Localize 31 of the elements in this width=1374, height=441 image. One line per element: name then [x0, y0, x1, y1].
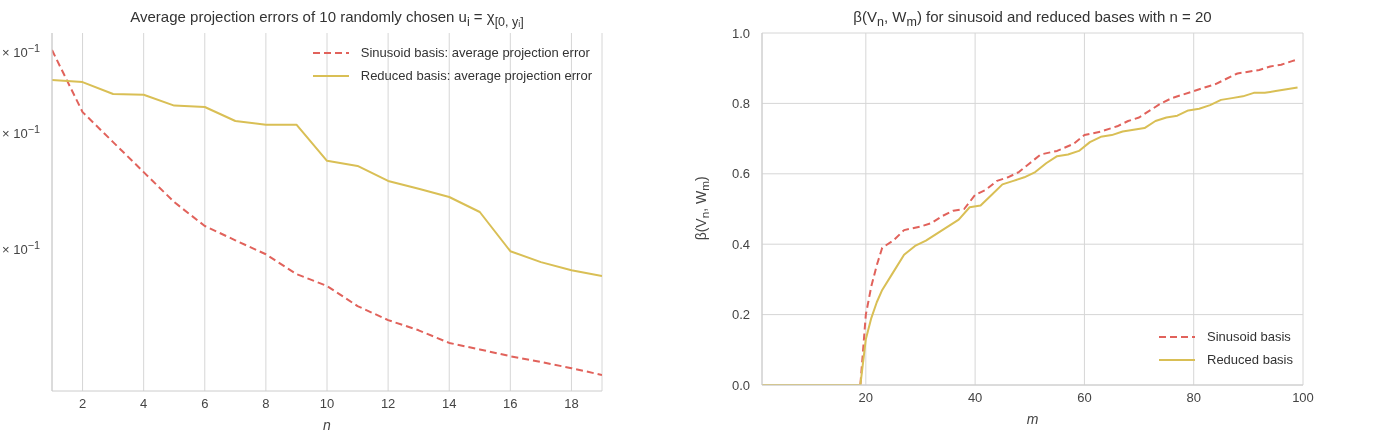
y-tick-label: 0.0	[731, 377, 750, 393]
y-tick-label: 0.6	[731, 166, 750, 182]
text: × 10$^{−1}$	[2, 239, 41, 258]
x-tick-label: 10	[319, 396, 335, 412]
x-tick-label: 16	[503, 396, 518, 412]
x-tick-label: 80	[1186, 390, 1201, 406]
y-tick-label: 0.8	[731, 95, 750, 111]
x-axis-title: m	[1025, 411, 1040, 427]
y-tick-label: 1.0	[731, 25, 750, 41]
y-tick-label: 0.4	[731, 236, 750, 252]
x-tick-label: 6	[201, 396, 209, 412]
text: × 10$^{−1}$	[2, 123, 41, 142]
x-tick-label: 40	[967, 390, 983, 406]
x-tick-label: 14	[441, 396, 457, 412]
legend-label: Sinusoid basis	[1207, 328, 1291, 346]
x-axis-title: n	[322, 417, 332, 433]
x-tick-label: 60	[1077, 390, 1092, 406]
x-tick-label: 12	[380, 396, 396, 412]
x-tick-label: 4	[140, 396, 148, 412]
x-tick-label: 2	[78, 396, 87, 412]
legend-label: Reduced basis: average projection error	[360, 67, 592, 85]
x-tick-label: 20	[858, 390, 874, 406]
legend-label: Sinusoid basis: average projection error	[360, 44, 590, 62]
y-tick-label: 0.2	[731, 307, 750, 323]
x-tick-label: 18	[564, 396, 579, 412]
x-tick-label: 8	[262, 396, 270, 412]
x-tick-label: 100	[1292, 390, 1314, 406]
chart-title: Average projection errors of 10 randomly chosen u$_{i}$ = χ$_{[0, yᵢ]}$	[129, 8, 525, 29]
legend-label: Reduced basis	[1207, 351, 1293, 369]
text: × 10$^{−1}$	[2, 42, 41, 61]
chart-title: β(V$_{n}$, W$_{m}$) for sinusoid and reduced bases with n = 20	[853, 8, 1212, 29]
